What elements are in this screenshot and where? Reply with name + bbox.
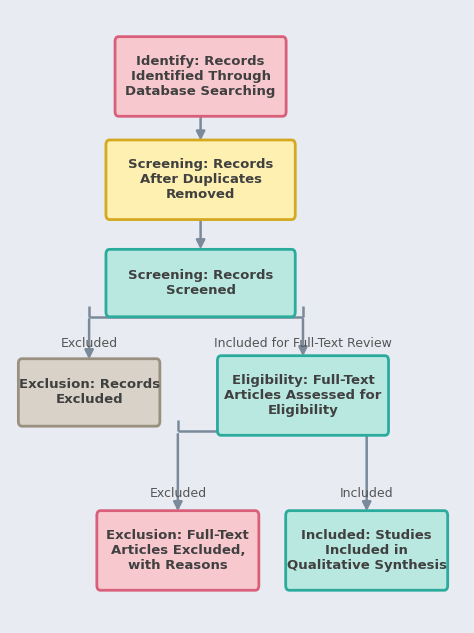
Text: Exclusion: Records
Excluded: Exclusion: Records Excluded (18, 379, 160, 406)
Text: Excluded: Excluded (61, 337, 118, 350)
Text: Screening: Records
Screened: Screening: Records Screened (128, 269, 273, 297)
Text: Included: Studies
Included in
Qualitative Synthesis: Included: Studies Included in Qualitativ… (287, 529, 447, 572)
FancyBboxPatch shape (115, 37, 286, 116)
FancyBboxPatch shape (106, 140, 295, 220)
FancyBboxPatch shape (97, 511, 259, 590)
Text: Included for Full-Text Review: Included for Full-Text Review (214, 337, 392, 350)
FancyBboxPatch shape (106, 249, 295, 316)
Text: Excluded: Excluded (149, 487, 206, 501)
Text: Eligibility: Full-Text
Articles Assessed for
Eligibility: Eligibility: Full-Text Articles Assessed… (224, 374, 382, 417)
Text: Included: Included (340, 487, 393, 501)
Text: Screening: Records
After Duplicates
Removed: Screening: Records After Duplicates Remo… (128, 158, 273, 201)
FancyBboxPatch shape (286, 511, 447, 590)
Text: Identify: Records
Identified Through
Database Searching: Identify: Records Identified Through Dat… (126, 55, 276, 98)
FancyBboxPatch shape (18, 359, 160, 426)
Text: Exclusion: Full-Text
Articles Excluded,
with Reasons: Exclusion: Full-Text Articles Excluded, … (107, 529, 249, 572)
FancyBboxPatch shape (218, 356, 389, 436)
